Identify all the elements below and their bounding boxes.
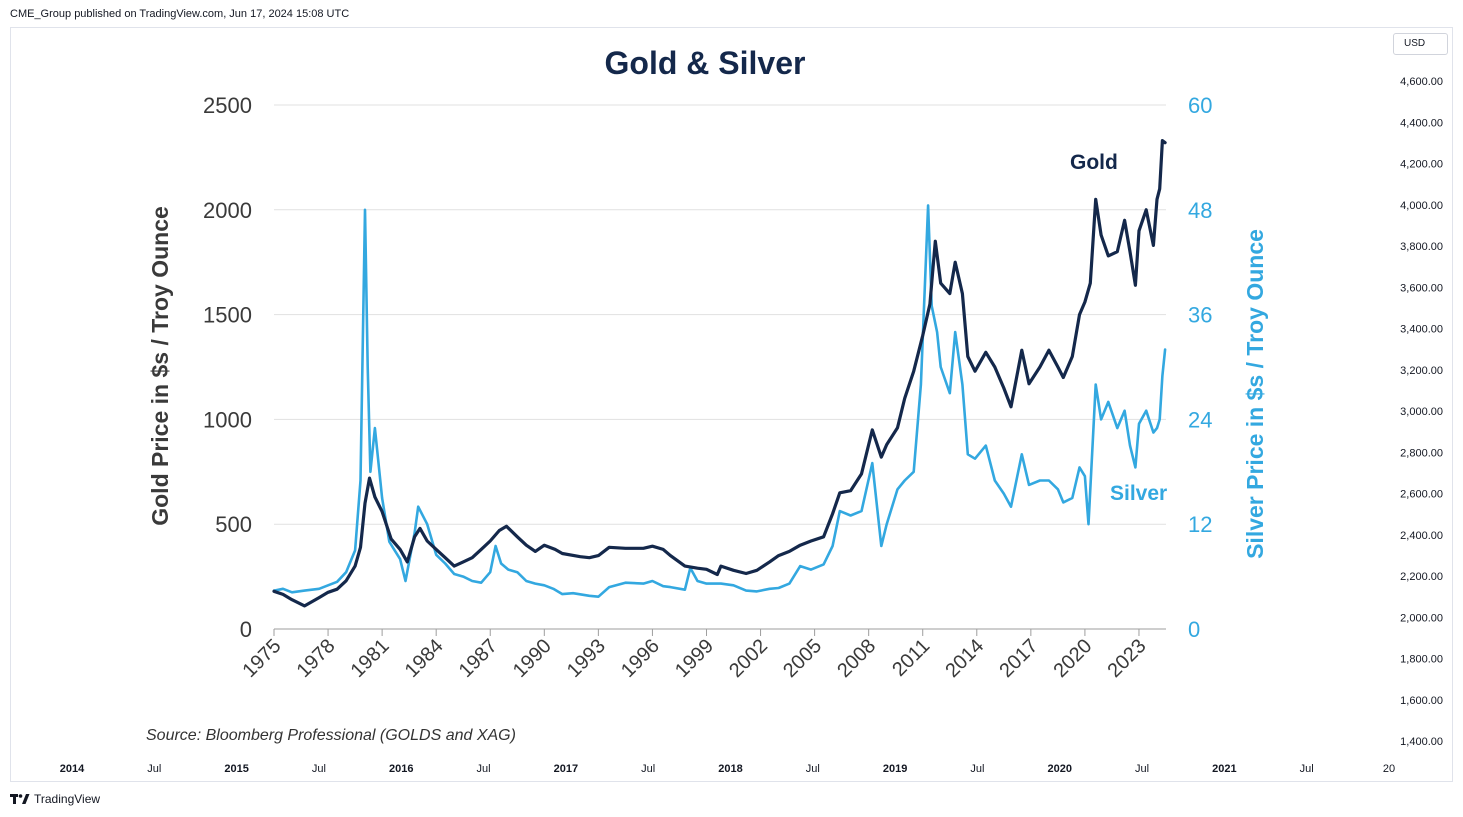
time-label: Jul [312, 763, 326, 775]
time-scale[interactable]: 2014 Jul 2015 Jul 2016 Jul 2017 Jul 2018 Jul 2019 J… [60, 763, 1395, 775]
time-label: Jul [970, 763, 984, 775]
gridlines [274, 104, 1166, 630]
silver-tick-0: 0 [1188, 617, 1200, 642]
time-label: Jul [1135, 763, 1149, 775]
price-label: 3,200.00 [1400, 365, 1443, 377]
price-label: 4,000.00 [1400, 200, 1443, 212]
gold-tick-0: 0 [240, 617, 252, 642]
silver-series-label: Silver [1110, 482, 1167, 505]
x-tick-2023: 2023 [1103, 635, 1150, 682]
x-tick-1999: 1999 [671, 635, 718, 682]
time-label: 2015 [224, 763, 248, 775]
time-label: 2016 [389, 763, 413, 775]
silver-tick-24: 24 [1188, 407, 1212, 432]
time-label: 2021 [1212, 763, 1236, 775]
x-tick-2011: 2011 [888, 635, 934, 681]
tradingview-brand-text: TradingView [34, 792, 101, 806]
chart-frame [10, 27, 1453, 782]
currency-button[interactable]: USD [1393, 33, 1448, 55]
x-tick-1975: 1975 [239, 635, 286, 682]
time-label: Jul [641, 763, 655, 775]
price-label: 1,400.00 [1400, 736, 1443, 748]
gold-tick-1000: 1000 [203, 407, 252, 432]
time-label: 2019 [883, 763, 907, 775]
time-label: 2014 [60, 763, 85, 775]
silver-axis-ticks: 0 12 24 36 48 60 [1188, 93, 1212, 642]
x-tick-2020: 2020 [1049, 635, 1096, 682]
silver-series-line [272, 204, 1167, 598]
source-note: Source: Bloomberg Professional (GOLDS an… [146, 727, 516, 744]
price-label: 3,800.00 [1400, 241, 1443, 253]
gold-series-label: Gold [1070, 151, 1118, 174]
time-label: Jul [1300, 763, 1314, 775]
chart-title: Gold & Silver [605, 45, 806, 81]
x-tick-2002: 2002 [725, 635, 772, 682]
time-label: Jul [477, 763, 491, 775]
price-label: 1,800.00 [1400, 654, 1443, 666]
year-axis-ticks: 1975 1978 1981 1984 1987 1990 1993 1996 1999 2002… [239, 628, 1166, 682]
silver-tick-48: 48 [1188, 198, 1212, 223]
price-label: 3,600.00 [1400, 282, 1443, 294]
tradingview-logo-icon [10, 794, 30, 804]
silver-axis-label: Silver Price in $s / Troy Ounce [1242, 229, 1268, 559]
x-tick-1981: 1981 [347, 635, 394, 682]
gold-tick-2500: 2500 [203, 93, 252, 118]
x-tick-2014: 2014 [941, 635, 988, 682]
x-tick-2008: 2008 [833, 635, 880, 682]
price-scale[interactable]: 4,600.00 4,400.00 4,200.00 4,000.00 3,800.00… [1400, 76, 1443, 748]
price-label: 2,800.00 [1400, 447, 1443, 459]
price-label: 4,400.00 [1400, 117, 1443, 129]
price-label: 3,000.00 [1400, 406, 1443, 418]
gold-tick-1500: 1500 [203, 303, 252, 328]
time-label: Jul [806, 763, 820, 775]
gold-axis-label: Gold Price in $s / Troy Ounce [147, 206, 173, 526]
silver-tick-12: 12 [1188, 512, 1212, 537]
x-tick-1984: 1984 [401, 635, 448, 682]
price-label: 2,600.00 [1400, 489, 1443, 501]
price-label: 2,000.00 [1400, 612, 1443, 624]
price-label: 4,600.00 [1400, 76, 1443, 88]
time-label: 2020 [1048, 763, 1072, 775]
x-tick-2005: 2005 [779, 635, 826, 682]
silver-tick-36: 36 [1188, 303, 1212, 328]
tradingview-branding[interactable]: TradingView [10, 792, 100, 806]
x-tick-1987: 1987 [455, 635, 502, 682]
x-tick-2017: 2017 [995, 635, 1042, 682]
gold-tick-500: 500 [215, 512, 252, 537]
price-label: 3,400.00 [1400, 324, 1443, 336]
price-label: 2,200.00 [1400, 571, 1443, 583]
gold-tick-2000: 2000 [203, 198, 252, 223]
time-label: 20 [1383, 763, 1395, 775]
gold-axis-ticks: 0 500 1000 1500 2000 2500 [203, 93, 252, 642]
x-tick-1993: 1993 [563, 635, 610, 682]
silver-tick-60: 60 [1188, 93, 1212, 118]
price-label: 1,600.00 [1400, 695, 1443, 707]
x-tick-1990: 1990 [509, 635, 556, 682]
x-tick-1996: 1996 [617, 635, 664, 682]
time-label: Jul [147, 763, 161, 775]
x-tick-1978: 1978 [293, 635, 340, 682]
series-lines [272, 139, 1167, 608]
price-label: 4,200.00 [1400, 159, 1443, 171]
time-label: 2017 [554, 763, 578, 775]
published-by-header: CME_Group published on TradingView.com, … [10, 8, 350, 20]
time-label: 2018 [718, 763, 742, 775]
gold-series-line [272, 139, 1167, 608]
price-label: 2,400.00 [1400, 530, 1443, 542]
